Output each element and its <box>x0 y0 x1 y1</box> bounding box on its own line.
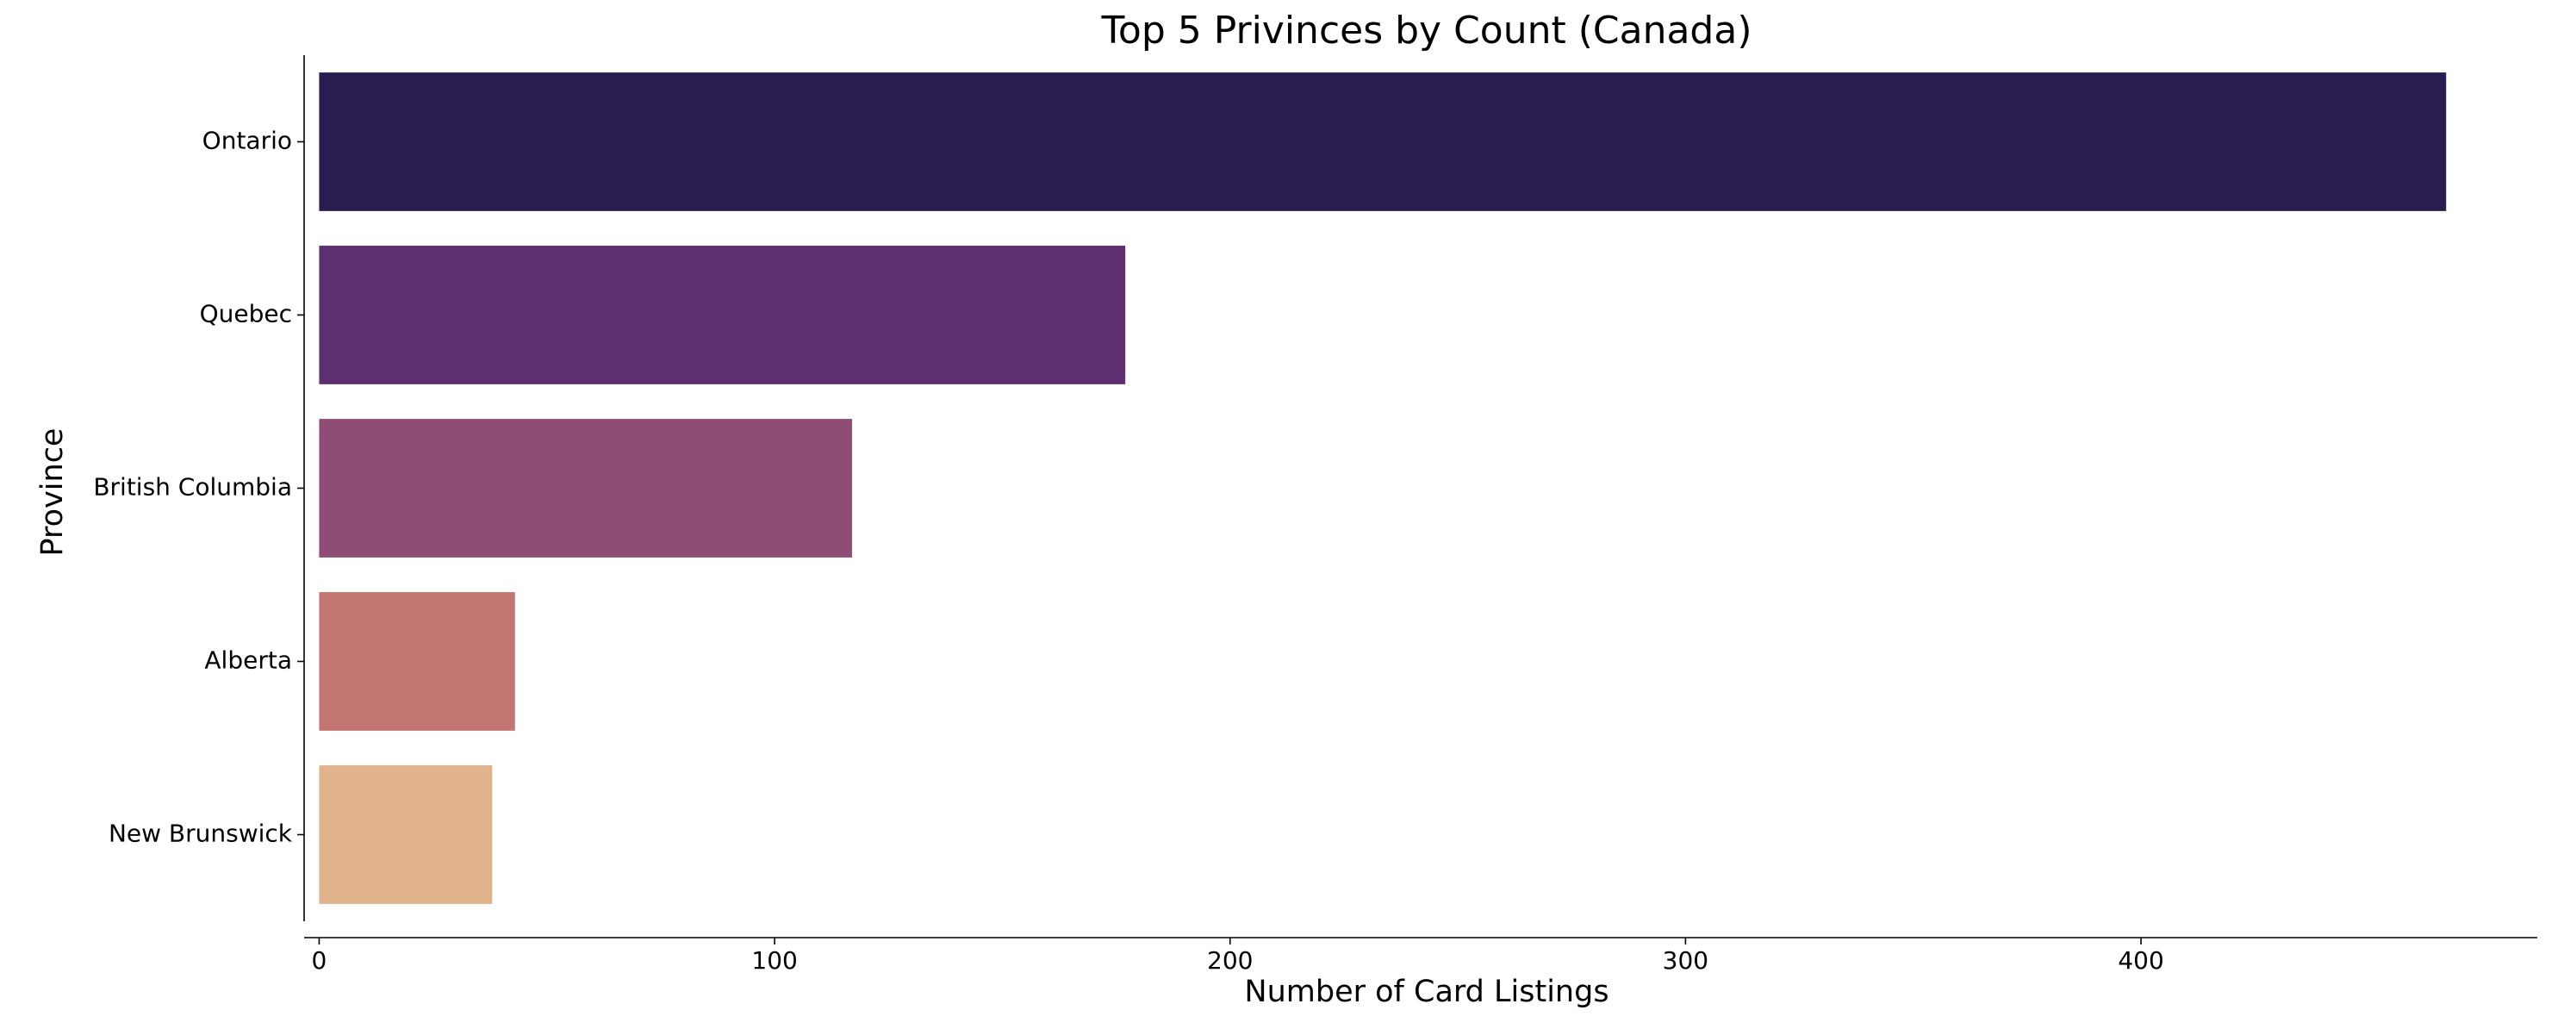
bars <box>319 72 2447 904</box>
bar-new-brunswick <box>319 765 493 904</box>
y-tick-label: Quebec <box>200 300 292 328</box>
y-tick-label: Alberta <box>204 646 292 675</box>
bar-ontario <box>319 72 2447 211</box>
bar-british-columbia <box>319 419 852 558</box>
x-tick-label: 200 <box>1207 946 1253 975</box>
x-ticks: 0 100 200 300 400 <box>312 938 2164 975</box>
x-axis-label: Number of Card Listings <box>1244 975 1608 1009</box>
x-tick-label: 100 <box>751 946 797 975</box>
y-ticks: Ontario Quebec British Columbia Alberta New … <box>93 127 304 848</box>
y-axis-label: Province <box>35 428 70 557</box>
x-tick-label: 400 <box>2118 946 2163 975</box>
bar-quebec <box>319 246 1126 384</box>
bar-alberta <box>319 592 515 731</box>
x-tick-label: 0 <box>312 946 327 975</box>
y-tick-label: New Brunswick <box>109 820 293 848</box>
chart-title: Top 5 Privinces by Count (Canada) <box>1101 9 1752 53</box>
y-tick-label: Ontario <box>202 127 292 155</box>
y-tick-label: British Columbia <box>93 473 292 502</box>
x-tick-label: 300 <box>1663 946 1708 975</box>
